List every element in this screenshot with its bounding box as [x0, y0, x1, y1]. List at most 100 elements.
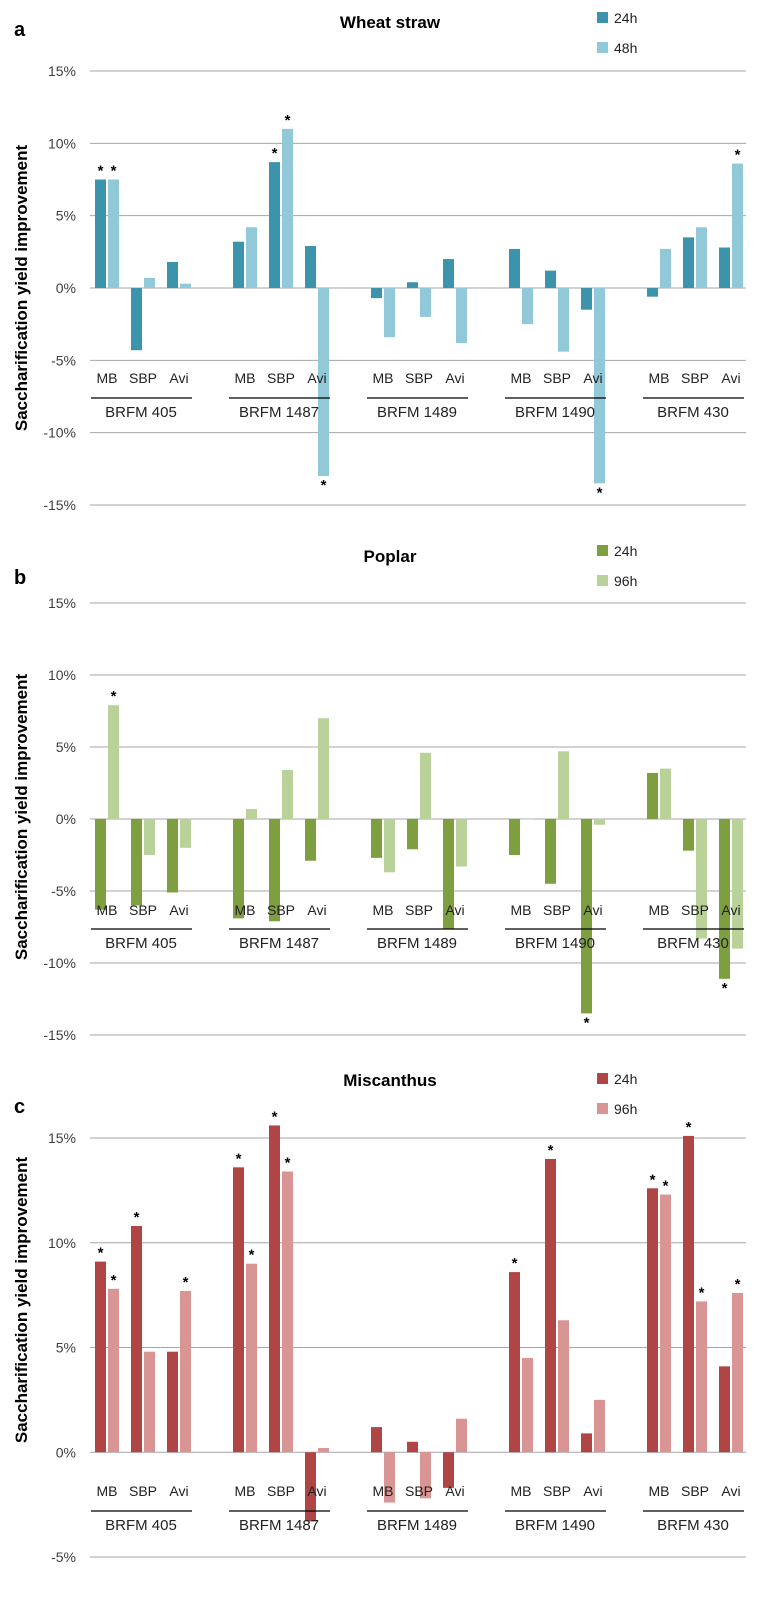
category-label: Avi [583, 370, 602, 386]
category-label: MB [649, 370, 670, 386]
bar [594, 288, 605, 484]
category-label: Avi [445, 370, 464, 386]
group-label: BRFM 1487 [239, 1517, 319, 1534]
legend-label: 48h [614, 40, 637, 56]
bar [420, 288, 431, 317]
significance-marker: * [111, 688, 117, 705]
bar [719, 1366, 730, 1453]
legend-label: 24h [614, 1071, 637, 1087]
significance-marker: * [285, 1155, 291, 1172]
bar [594, 819, 605, 825]
category-label: MB [511, 902, 532, 918]
significance-marker: * [272, 145, 278, 162]
y-axis-label: Saccharification yield improvement [12, 674, 31, 961]
y-tick-label: -5% [51, 352, 76, 368]
bar [167, 261, 178, 288]
group-label: BRFM 1487 [239, 935, 319, 952]
category-label: SBP [129, 902, 157, 918]
bar [581, 288, 592, 310]
significance-marker: * [236, 1150, 242, 1167]
category-label: SBP [405, 902, 433, 918]
bar [732, 163, 743, 288]
significance-marker: * [584, 1014, 590, 1031]
bar [233, 241, 244, 288]
bar [282, 770, 293, 819]
bar [131, 1225, 142, 1453]
y-tick-label: 0% [56, 811, 76, 827]
group-label: BRFM 430 [657, 404, 729, 421]
bar [558, 1320, 569, 1453]
significance-marker: * [735, 147, 741, 164]
panel-label: a [14, 19, 26, 41]
bar [371, 288, 382, 299]
y-tick-label: 5% [56, 208, 76, 224]
bar [144, 277, 155, 288]
bar [246, 1263, 257, 1453]
y-tick-label: -5% [51, 883, 76, 899]
significance-marker: * [249, 1247, 255, 1264]
chart-title: Poplar [364, 547, 417, 566]
y-tick-label: -5% [51, 1549, 76, 1565]
bar [131, 288, 142, 351]
chart-panel-c: c Miscanthus 15% 10% 5% 0% -5% Saccharification… [12, 1071, 746, 1565]
category-label: MB [649, 1483, 670, 1499]
y-tick-label: 0% [56, 1444, 76, 1460]
bar [660, 1194, 671, 1453]
bar [131, 819, 142, 906]
bar [282, 1171, 293, 1453]
bar [522, 1357, 533, 1453]
legend-swatch [597, 12, 608, 23]
y-tick-label: 0% [56, 280, 76, 296]
category-label: MB [511, 370, 532, 386]
bar [371, 819, 382, 858]
bar [246, 227, 257, 288]
significance-marker: * [699, 1284, 705, 1301]
y-tick-label: 15% [48, 1130, 76, 1146]
chart-panel-a: a Wheat straw 15% 10% 5% 0% -5% -10% -15% Sacchar… [12, 10, 746, 513]
bar [456, 819, 467, 867]
y-tick-label: 15% [48, 63, 76, 79]
bar [683, 1135, 694, 1453]
group-label: BRFM 430 [657, 1517, 729, 1534]
bar [732, 819, 743, 949]
bar [522, 288, 533, 325]
category-label: Avi [445, 1483, 464, 1499]
panel-label: b [14, 567, 26, 589]
bar [318, 1448, 329, 1453]
y-tick-label: -10% [43, 955, 76, 971]
bar [167, 1351, 178, 1453]
bar [407, 819, 418, 850]
significance-marker: * [285, 112, 291, 129]
bar [420, 1452, 431, 1499]
legend-label: 96h [614, 573, 637, 589]
bar [545, 1158, 556, 1453]
bar [233, 1167, 244, 1453]
significance-marker: * [134, 1209, 140, 1226]
category-label: SBP [681, 902, 709, 918]
chart-title: Wheat straw [340, 13, 441, 32]
legend-label: 96h [614, 1101, 637, 1117]
significance-marker: * [722, 980, 728, 997]
category-label: Avi [169, 902, 188, 918]
category-label: Avi [307, 1483, 326, 1499]
significance-marker: * [548, 1142, 554, 1159]
legend-swatch [597, 575, 608, 586]
significance-marker: * [686, 1119, 692, 1136]
significance-marker: * [183, 1274, 189, 1291]
category-label: SBP [267, 902, 295, 918]
bar [95, 819, 106, 910]
bar [180, 819, 191, 848]
bar [318, 718, 329, 819]
y-tick-label: 5% [56, 739, 76, 755]
category-label: Avi [721, 370, 740, 386]
category-label: Avi [169, 1483, 188, 1499]
category-label: Avi [583, 902, 602, 918]
category-label: SBP [129, 1483, 157, 1499]
legend-label: 24h [614, 10, 637, 26]
panel-label: c [14, 1096, 25, 1118]
significance-marker: * [272, 1108, 278, 1125]
category-label: MB [235, 902, 256, 918]
bar [660, 248, 671, 288]
bar [246, 808, 257, 819]
